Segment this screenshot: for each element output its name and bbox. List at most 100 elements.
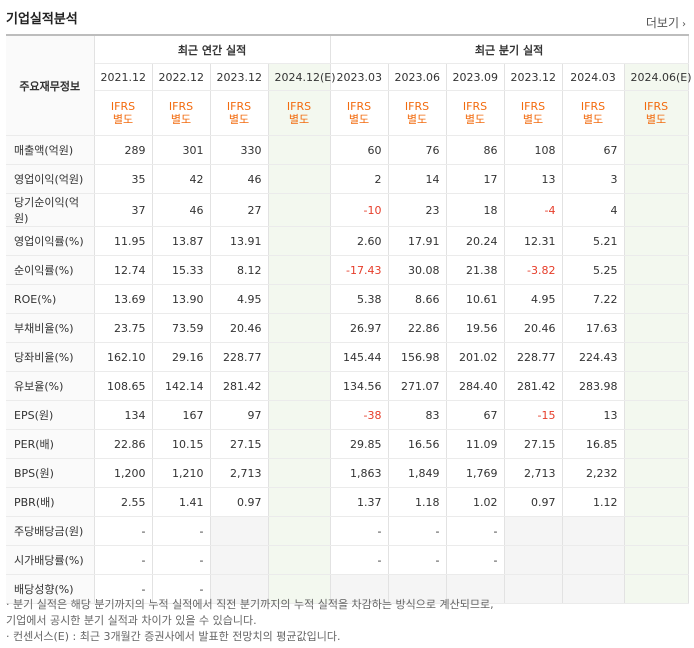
table-row: PBR(배) 2.55 1.41 0.97 1.37 1.18 1.02 0.97 1.12 [6,487,689,517]
table-cell: - [446,516,505,546]
ifrs-standard: IFRS [462,100,488,113]
table-cell: 12.74 [94,255,153,285]
table-cell: 5.25 [562,255,625,285]
table-cell [624,487,689,517]
footnote-2: 기업에서 공시한 분기 실적과 차이가 있을 수 있습니다. [6,614,257,627]
table-cell [388,574,447,604]
table-cell: 4 [562,193,625,227]
table-cell [268,458,331,488]
table-cell [624,226,689,256]
table-row: PER(배) 22.86 10.15 27.15 29.85 16.56 11.09 27.1… [6,429,689,459]
table-cell: 1.02 [446,487,505,517]
table-cell [624,284,689,314]
table-cell: 108.65 [94,371,153,401]
table-cell: 27 [210,193,269,227]
table-cell [624,458,689,488]
ifrs-label: IFRS 별도 [624,90,689,136]
table-cell: -10 [330,193,389,227]
table-cell: 1.37 [330,487,389,517]
period-header: 2023.06 [388,63,447,91]
row-label: 유보율(%) [6,371,95,401]
table-cell: 167 [152,400,211,430]
table-cell: 271.07 [388,371,447,401]
table-row: 부채비율(%) 23.75 73.59 20.46 26.97 22.86 19.56 20.… [6,313,689,343]
table-cell: 13.87 [152,226,211,256]
table-cell: 228.77 [504,342,563,372]
table-cell: 1,200 [94,458,153,488]
table-cell: 37 [94,193,153,227]
table-cell: 23.75 [94,313,153,343]
period-header: 2023.12 [504,63,563,91]
ifrs-label: IFRS 별도 [388,90,447,136]
table-cell: - [152,545,211,575]
table-cell: 11.09 [446,429,505,459]
table-cell: 67 [562,135,625,165]
table-cell: 60 [330,135,389,165]
ifrs-label: IFRS 별도 [330,90,389,136]
table-cell: -4 [504,193,563,227]
table-cell [268,284,331,314]
table-cell: -38 [330,400,389,430]
table-cell: - [388,545,447,575]
row-label: 부채비율(%) [6,313,95,343]
table-cell [504,516,563,546]
table-cell: 13.90 [152,284,211,314]
table-cell [624,545,689,575]
table-cell [210,545,269,575]
table-cell: 21.38 [446,255,505,285]
table-cell [268,516,331,546]
table-cell: 22.86 [388,313,447,343]
table-cell: 1,849 [388,458,447,488]
table-cell: - [152,574,211,604]
table-cell [330,574,389,604]
table-cell [268,487,331,517]
table-cell: 11.95 [94,226,153,256]
table-row: 당좌비율(%) 162.10 29.16 228.77 145.44 156.98 201.… [6,342,689,372]
table-cell: 27.15 [210,429,269,459]
table-row: 주당배당금(원) - - - - - [6,516,689,546]
period-header: 2021.12 [94,63,153,91]
ifrs-standard: IFRS [346,100,372,113]
ifrs-standard: IFRS [286,100,312,113]
table-cell: 4.95 [210,284,269,314]
section-title: 기업실적분석 [6,12,78,27]
table-row: ROE(%) 13.69 13.90 4.95 5.38 8.66 10.61 4.95 7.2… [6,284,689,314]
ifrs-label: IFRS 별도 [562,90,625,136]
period-header: 2023.03 [330,63,389,91]
table-cell [624,313,689,343]
table-cell: 27.15 [504,429,563,459]
table-cell: 1.18 [388,487,447,517]
table-cell: - [446,545,505,575]
table-cell: - [388,516,447,546]
row-label: PER(배) [6,429,95,459]
table-row: 영업이익률(%) 11.95 13.87 13.91 2.60 17.91 20.24 12.… [6,226,689,256]
table-cell: 5.21 [562,226,625,256]
table-cell: - [330,516,389,546]
table-cell: 17.63 [562,313,625,343]
table-cell: 46 [210,164,269,194]
table-cell: 46 [152,193,211,227]
table-cell [268,574,331,604]
table-cell: 19.56 [446,313,505,343]
ifrs-type: 별도 [288,113,310,126]
table-cell [504,545,563,575]
table-cell: 14 [388,164,447,194]
table-cell: 5.38 [330,284,389,314]
table-cell [624,371,689,401]
table-cell: 12.31 [504,226,563,256]
table-cell: 23 [388,193,447,227]
footnote-3: · 컨센서스(E) : 최근 3개월간 증권사에서 발표한 전망치의 평균값입니… [6,630,341,643]
table-row: EPS(원) 134 167 97 -38 83 67 -15 13 [6,400,689,430]
ifrs-type: 별도 [582,113,604,126]
table-row: 영업이익(억원) 35 42 46 2 14 17 13 3 [6,164,689,194]
table-body: 매출액(억원) 289 301 330 60 76 86 108 67 영업이익(억원) 35 42 4… [6,135,689,604]
table-cell: 97 [210,400,269,430]
table-cell [562,545,625,575]
table-row: BPS(원) 1,200 1,210 2,713 1,863 1,849 1,769 2,71… [6,458,689,488]
more-link[interactable]: 더보기 › [646,14,686,31]
table-cell: 16.56 [388,429,447,459]
table-cell: 228.77 [210,342,269,372]
table-cell: 0.97 [210,487,269,517]
row-label: 당좌비율(%) [6,342,95,372]
table-cell: 1,210 [152,458,211,488]
